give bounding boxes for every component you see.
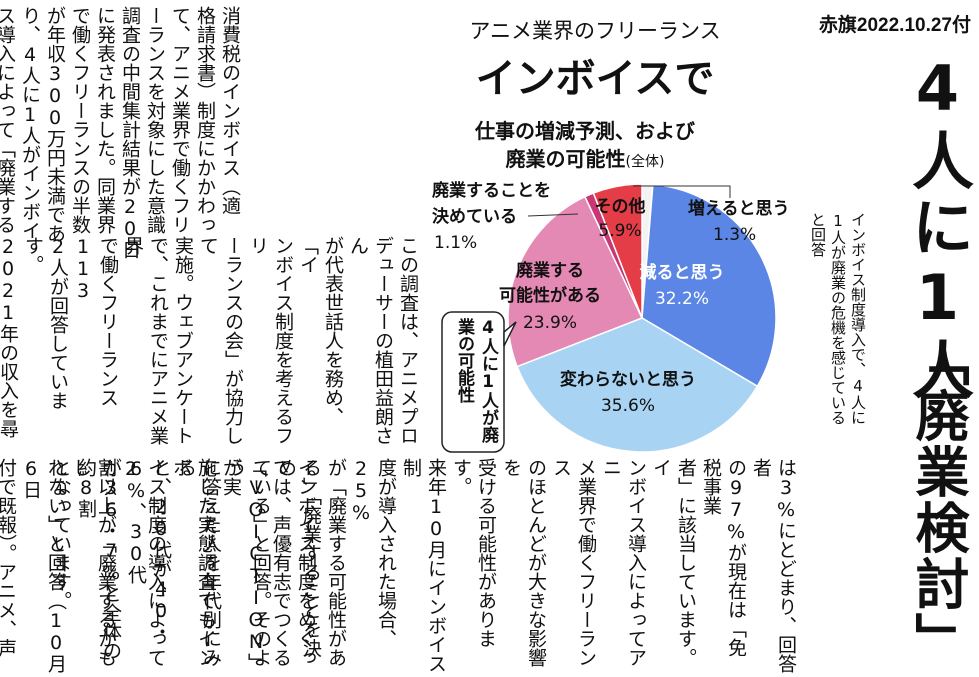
value-down: 32.2% (655, 289, 709, 309)
label-decided-1: 廃業することを (432, 180, 551, 201)
pie-slices (507, 183, 777, 453)
lower-left-line: れない」と回答（10月6日 (20, 458, 67, 673)
upper-right-line: 格請求書）制度にかかわっ (194, 6, 216, 234)
upper-left-line: デューサーの植田益朗さん (347, 236, 394, 445)
upper-left-line: ーランスの会」が協力して (197, 236, 244, 445)
lower-right-line: は3%にとどまり、回答者 (750, 458, 797, 673)
lower-left-line: 付で既報）。アニメ、声優 (0, 458, 17, 658)
label-down: 減ると思う (640, 262, 725, 283)
upper-right-line: が年収300万円未満であ (44, 6, 66, 243)
label-maybe-2: 可能性がある (499, 285, 601, 306)
callout-text: 4人に1人が廃業の可能性 (454, 318, 498, 443)
upper-left-line: で働くフリーランス113 (72, 236, 119, 407)
lower-right-line: となっています。 (50, 458, 72, 610)
chart-title-line2-main: 廃業の可能性 (506, 147, 626, 171)
article-p4: インボイス制度をめぐっ ては、声優有志でつくる 「VOICTION」が実 施した実態調… (0, 458, 318, 674)
value-maybe: 23.9% (523, 313, 577, 333)
article-upper-left: この調査は、アニメプロ デューサーの植田益朗さん が代表世話人を務め、「イ ンボイス制… (0, 236, 420, 446)
lower-left-line: ては、声優有志でつくる (270, 458, 292, 667)
upper-left-line: 実施。ウェブアンケート (172, 236, 194, 445)
pie-chart-figure: アニメ業界のフリーランス インボイスで 仕事の増減予測、および 廃業の可能性(全… (432, 19, 790, 453)
value-decided: 1.1% (434, 233, 477, 253)
callout-box (441, 311, 505, 453)
article-p3: は3%にとどまり、回答者 の97%が現在は「免税事業 者」に該当しています。イ ンボイ… (48, 458, 798, 674)
chart-title-line1: 仕事の増減予測、および (474, 119, 696, 143)
leader-up (633, 185, 731, 198)
lower-right-line: に答えた人を年代別にみる (175, 458, 222, 667)
label-up: 増えると思う (688, 198, 790, 219)
article-p1: 消費税のインボイス（適 格請求書）制度にかかわっ て、アニメ業界で働くフリ ーランスを… (0, 6, 242, 259)
upper-left-line: ンボイス制度を考えるフリ (247, 236, 294, 445)
headline-sub: インボイス制度導入で、4人に1人が廃業の危機を感じていると回答 (809, 212, 867, 425)
pie-slice-5 (592, 183, 643, 319)
article-upper-right: 消費税のインボイス（適 格請求書）制度にかかわっ て、アニメ業界で働くフリ ーランスを… (0, 6, 242, 366)
lower-left-line: 施した実態調査でもインボ (170, 458, 217, 667)
lower-left-line: イス制度の導入によって2 (120, 458, 167, 667)
lower-left-line: 割以上が「廃業するかもし (70, 458, 117, 667)
label-other: その他 (595, 196, 646, 217)
pie-slice-2 (516, 317, 759, 453)
pie-slice-1 (641, 183, 777, 388)
upper-left-line: この調査は、アニメプロ (397, 236, 419, 445)
value-other: 5.9% (598, 221, 641, 241)
lower-right-line: が「廃業する可能性があ (325, 458, 347, 667)
lower-right-line: 受ける可能性があります。 (450, 458, 497, 648)
value-up: 1.3% (713, 225, 756, 245)
upper-left-line: 2人が回答しています。 (22, 236, 69, 410)
lower-right-line: の97%が現在は「免税事業 (700, 458, 747, 657)
lower-right-line: る」「廃業することを決め (275, 458, 322, 658)
article-lower-right: は3%にとどまり、回答者 の97%が現在は「免税事業 者」に該当しています。イ ンボイ… (50, 458, 798, 674)
upper-left-line: が代表世話人を務め、「イ (297, 236, 344, 426)
upper-left-line: で、これまでにアニメ業界 (122, 236, 169, 445)
upper-right-line: で働くフリーランスの半数 (69, 6, 91, 234)
chart-main-title: インボイスで (476, 56, 715, 102)
lower-right-line: メ業界で働くフリーランス (550, 458, 597, 667)
lower-right-line: 度が導入された場合、25% (350, 458, 397, 648)
source-date: 赤旗2022.10.27付 (818, 15, 971, 36)
leader-decided (527, 213, 579, 217)
headline-main-line2: 「廃業検討」 (906, 332, 969, 668)
label-same: 変わらないと思う (560, 369, 696, 390)
upper-right-line: ーランスを対象にした意識 (144, 6, 166, 234)
upper-right-line: に発表されました。同業界 (94, 6, 116, 234)
lower-left-line: インボイス制度をめぐっ (295, 458, 317, 667)
upper-right-line: ス導入によって「廃業する (0, 6, 16, 234)
upper-left-line: 2021年の収入を尋ね (0, 236, 19, 438)
lower-left-line: 「VOICTION」が実 (220, 458, 267, 672)
article-p2: この調査は、アニメプロ デューサーの植田益朗さん が代表世話人を務め、「イ ンボイス制… (0, 236, 420, 446)
chart-kicker: アニメ業界のフリーランス (469, 19, 720, 43)
upper-right-line: り、4人に1人がインボイ (19, 6, 41, 240)
label-decided-2: 決めている (432, 206, 517, 227)
callout-pointer (503, 321, 517, 347)
upper-right-line: 調査の中間集計結果が20日 (119, 6, 141, 259)
lower-right-line: が36・7%と全体の約8割 (75, 458, 122, 660)
headline-main-line1: 4人に1人 (901, 52, 974, 404)
value-same: 35.6% (601, 396, 655, 416)
chart-title-scope: (全体) (626, 153, 665, 170)
lower-right-line: ている」と回答。そのよう (225, 458, 272, 667)
article-lower-left: インボイス制度をめぐっ ては、声優有志でつくる 「VOICTION」が実 施した実態調… (0, 458, 318, 674)
lower-right-line: ンボイス導入によってアニ (600, 458, 647, 667)
lower-right-line: 者」に該当しています。イ (650, 458, 697, 667)
lower-right-line: 来年10月にインボイス制 (400, 458, 447, 673)
upper-right-line: て、アニメ業界で働くフリ (169, 6, 191, 234)
upper-right-line: 消費税のインボイス（適 (219, 6, 241, 215)
lower-right-line: と、20代が40・6%、30代 (125, 458, 172, 641)
chart-title-line2: 廃業の可能性(全体) (506, 147, 665, 171)
lower-right-line: のほとんどが大きな影響を (500, 458, 547, 667)
pie-slice-3 (507, 195, 644, 368)
label-maybe-1: 廃業する (516, 260, 584, 281)
